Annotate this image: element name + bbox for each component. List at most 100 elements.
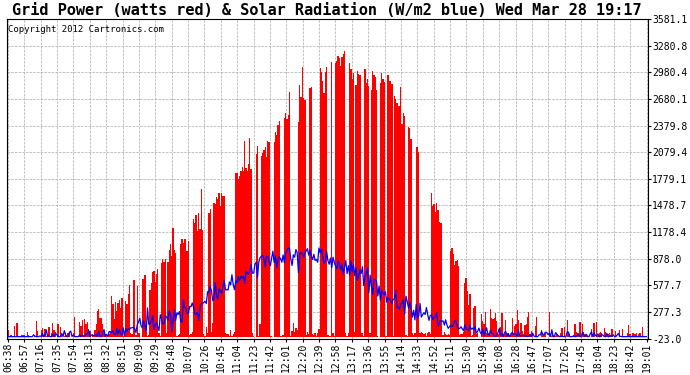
Bar (531, 332, 532, 337)
Bar (523, 335, 524, 337)
Bar (291, 331, 293, 337)
Bar (366, 82, 367, 337)
Bar (10, 334, 11, 337)
Bar (348, 333, 349, 337)
Bar (79, 322, 80, 337)
Bar (522, 331, 523, 337)
Bar (195, 214, 197, 337)
Bar (450, 251, 451, 337)
Bar (270, 336, 271, 337)
Bar (497, 333, 499, 337)
Bar (471, 336, 472, 337)
Bar (505, 320, 506, 337)
Bar (168, 250, 170, 337)
Bar (372, 70, 373, 337)
Bar (295, 328, 297, 337)
Bar (571, 336, 572, 337)
Bar (97, 311, 98, 337)
Bar (165, 258, 166, 337)
Bar (61, 333, 62, 337)
Bar (48, 327, 50, 337)
Bar (34, 336, 35, 337)
Bar (482, 321, 484, 337)
Bar (87, 322, 88, 337)
Bar (106, 334, 107, 337)
Bar (181, 239, 183, 337)
Bar (515, 324, 517, 337)
Bar (424, 333, 426, 337)
Bar (189, 335, 190, 337)
Bar (642, 327, 643, 337)
Bar (484, 312, 486, 337)
Bar (330, 336, 331, 337)
Bar (315, 333, 316, 337)
Bar (217, 199, 219, 337)
Bar (80, 326, 81, 337)
Bar (246, 171, 248, 337)
Bar (26, 333, 28, 337)
Bar (121, 298, 123, 337)
Bar (86, 324, 87, 337)
Bar (226, 334, 228, 337)
Bar (199, 228, 201, 337)
Bar (463, 332, 464, 337)
Bar (241, 167, 243, 337)
Bar (156, 274, 157, 337)
Bar (397, 106, 399, 337)
Bar (297, 330, 298, 337)
Bar (615, 331, 616, 337)
Bar (198, 213, 199, 337)
Bar (481, 314, 482, 337)
Bar (457, 266, 459, 337)
Bar (309, 88, 310, 337)
Bar (65, 333, 66, 337)
Bar (333, 333, 334, 337)
Bar (202, 230, 203, 337)
Bar (511, 318, 513, 337)
Bar (510, 334, 511, 337)
Bar (532, 333, 533, 337)
Bar (344, 51, 345, 337)
Bar (171, 256, 172, 337)
Bar (72, 333, 74, 337)
Bar (84, 319, 86, 337)
Bar (129, 285, 130, 337)
Bar (459, 334, 460, 337)
Bar (313, 335, 315, 337)
Bar (336, 61, 337, 337)
Bar (324, 93, 325, 337)
Bar (448, 335, 450, 337)
Bar (380, 83, 381, 337)
Bar (564, 327, 565, 337)
Bar (175, 253, 176, 337)
Bar (386, 336, 387, 337)
Bar (11, 334, 12, 337)
Bar (102, 324, 103, 337)
Bar (627, 333, 628, 337)
Bar (192, 333, 193, 337)
Bar (21, 335, 23, 337)
Bar (358, 74, 359, 337)
Bar (104, 333, 105, 337)
Bar (95, 330, 96, 337)
Bar (261, 156, 262, 337)
Bar (117, 303, 119, 337)
Bar (418, 152, 420, 337)
Bar (166, 333, 167, 337)
Bar (150, 283, 152, 337)
Bar (114, 318, 115, 337)
Bar (337, 57, 339, 337)
Bar (611, 328, 613, 337)
Bar (132, 280, 134, 337)
Bar (381, 73, 382, 337)
Bar (469, 294, 471, 337)
Bar (574, 324, 575, 337)
Bar (487, 333, 489, 337)
Bar (303, 98, 304, 337)
Bar (391, 84, 393, 337)
Bar (352, 79, 353, 337)
Bar (388, 81, 390, 337)
Bar (475, 333, 477, 337)
Bar (294, 332, 295, 337)
Bar (116, 311, 117, 337)
